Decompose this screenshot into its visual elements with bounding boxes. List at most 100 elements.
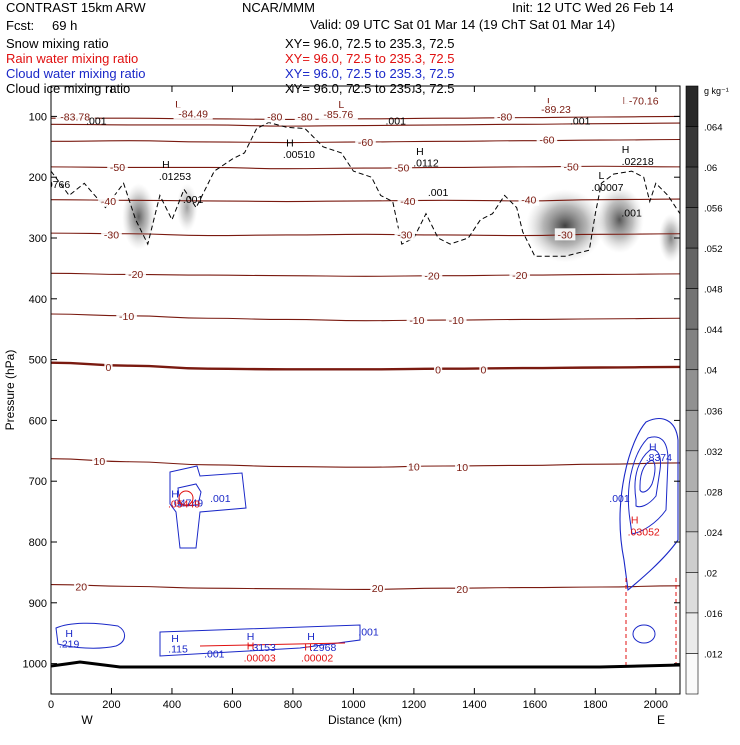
ground-surface — [50, 660, 681, 669]
colorbar-swatch-1 — [685, 126, 699, 168]
contour-label-25: 10 — [456, 462, 468, 474]
contour-label-40: .001 — [570, 116, 591, 128]
contour-label-75: .2968 — [310, 642, 336, 654]
field-name-cloud-ice: Cloud ice mixing ratio — [6, 81, 130, 96]
field-xy-snow: XY= 96.0, 72.5 to 235.3, 72.5 — [285, 36, 455, 51]
contour-label-66: H — [171, 633, 179, 645]
isotherm-10 — [51, 458, 680, 468]
contour-label-bg-27 — [370, 582, 385, 595]
cloud-water-cell-east-inner1 — [627, 436, 669, 535]
isotherm--80 — [51, 115, 680, 120]
contour-label-74: H — [304, 642, 312, 654]
cloud-water-cell-east-inner3 — [639, 459, 656, 493]
colorbar-label-3: .052 — [704, 244, 723, 255]
y-tick-label-100: 100 — [29, 111, 47, 123]
contour-label-30: -83.78 — [60, 111, 90, 123]
header-fcst-value: 69 h — [52, 18, 77, 33]
contour-label-bg-13 — [554, 228, 576, 241]
contour-label-39: .001 — [386, 116, 407, 128]
contour-label-bg-12 — [394, 228, 416, 241]
contour-label-54: .001 — [621, 207, 642, 219]
contour-label-7: -50 — [564, 161, 579, 173]
contour-label-49: .0766 — [44, 179, 70, 191]
colorbar-label-9: .028 — [704, 487, 723, 498]
ice-boundary-line — [51, 121, 680, 257]
cloud-water-low-west — [55, 622, 125, 649]
field-name-cloud-water: Cloud water mixing ratio — [6, 66, 145, 81]
contour-label-48: .02218 — [622, 156, 654, 168]
contour-label-46: .01253 — [159, 171, 191, 183]
isotherm--10 — [51, 313, 680, 322]
contour-label-73: H — [307, 631, 315, 643]
colorbar-label-6: .04 — [704, 366, 717, 377]
colorbar-swatch-10 — [685, 491, 699, 533]
colorbar-swatch-11 — [685, 531, 699, 573]
header-fcst-label: Fcst: — [6, 18, 34, 33]
x-tick-label-1000: 1000 — [341, 699, 365, 711]
cloud-water-cell-700-inner — [177, 483, 202, 507]
contour-labels: -80 -80 -80 -60 -60 -50 -50 -50 -40 -40 -40 -30 -30 -… — [44, 93, 672, 665]
header-center: NCAR/MMM — [242, 0, 315, 15]
y-tick-label-900: 900 — [29, 598, 47, 610]
contour-label-bg-25 — [455, 461, 470, 474]
contour-label-55: H — [171, 488, 179, 500]
x-tick-label-800: 800 — [284, 699, 302, 711]
x-tick-label-200: 200 — [102, 699, 120, 711]
colorbar-swatch-3 — [685, 207, 699, 249]
x-tick-label-1200: 1200 — [402, 699, 426, 711]
contour-label-58: .001 — [210, 493, 231, 505]
colorbar-swatch-9 — [685, 450, 699, 492]
contour-label-42: .00510 — [283, 149, 315, 161]
y-axis-label: Pressure (hPa) — [3, 350, 17, 431]
ice-shade-4 — [658, 213, 680, 263]
contour-label-bg-3 — [355, 135, 376, 148]
contour-label-13: -30 — [557, 229, 572, 241]
isotherm-0 — [51, 361, 680, 371]
contour-label-20: 0 — [106, 362, 112, 374]
colorbar-label-1: .06 — [704, 163, 717, 174]
cloud-water-contours — [55, 418, 679, 657]
contour-label-4: -60 — [539, 135, 554, 147]
contour-label-bg-0 — [264, 110, 286, 123]
contour-label-77: .001 — [358, 626, 379, 638]
field-name-rain: Rain water mixing ratio — [6, 51, 138, 66]
contour-label-bg-26 — [74, 580, 89, 593]
contour-label-35: -89.23 — [541, 104, 571, 116]
contour-label-11: -30 — [104, 229, 119, 241]
contour-label-64: H — [65, 628, 73, 640]
contour-label-bg-29 — [173, 98, 183, 111]
contour-label-bg-1 — [294, 110, 316, 123]
contour-label-47: H — [622, 144, 630, 156]
contour-label-44: .0112 — [413, 158, 439, 170]
contour-label-23: 10 — [94, 456, 106, 468]
contour-label-34: L — [547, 96, 553, 108]
contour-label-27: 20 — [372, 583, 384, 595]
colorbar-label-4: .048 — [704, 285, 723, 296]
isotherm--50 — [51, 165, 680, 170]
colorbar-label-12: .016 — [704, 609, 723, 620]
y-tick-label-1000: 1000 — [23, 659, 47, 671]
colorbar-swatch-12 — [685, 572, 699, 614]
contour-label-bg-24 — [406, 460, 422, 473]
field-xy-cloud-ice: XY= 96.0, 72.5 to 235.3, 72.5 — [285, 81, 455, 96]
contour-label-70: H — [247, 640, 255, 652]
header-valid: Valid: 09 UTC Sat 01 Mar 14 (19 ChT Sat … — [310, 17, 615, 32]
contour-label-bg-17 — [116, 309, 137, 322]
x-tick-label-1800: 1800 — [583, 699, 607, 711]
isotherm--20 — [51, 272, 680, 277]
contour-label-bg-2 — [494, 110, 515, 123]
field-name-snow: Snow mixing ratio — [6, 36, 109, 51]
contour-label-53: .00007 — [591, 182, 623, 194]
contour-label-24: 10 — [408, 462, 420, 474]
isotherm-20 — [51, 584, 680, 590]
contour-label-1: -80 — [297, 111, 312, 123]
contour-label-bg-15 — [421, 269, 443, 282]
contour-label-bg-28 — [455, 582, 470, 595]
y-tick-label-500: 500 — [29, 355, 47, 367]
contour-label-bg-6 — [391, 161, 413, 174]
contour-label-63: .03052 — [628, 527, 660, 539]
ice-shade-1 — [176, 183, 198, 232]
x-axis-label: Distance (km) — [328, 713, 402, 727]
